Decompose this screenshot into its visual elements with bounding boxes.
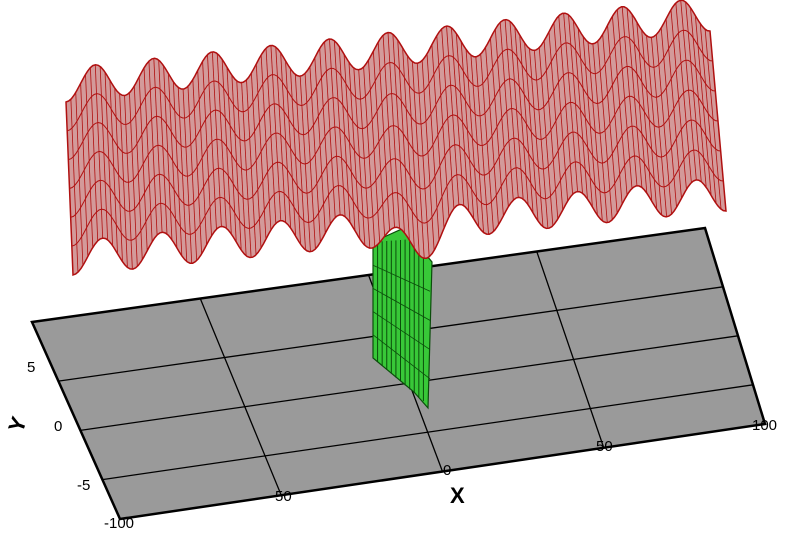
- surface-mesh-line: [421, 60, 435, 251]
- x-tick-label: 50: [596, 438, 613, 455]
- surface-mesh-line: [372, 51, 386, 237]
- surface-mesh-line: [402, 47, 415, 249]
- x-axis-title: X: [450, 483, 465, 508]
- y-tick-label: -5: [77, 477, 90, 494]
- surface-mesh-line: [382, 35, 395, 228]
- surface-mesh-line: [392, 34, 405, 233]
- surface-mesh-line: [387, 32, 400, 229]
- surface-mesh-line: [70, 119, 721, 218]
- plane-grid-line: [536, 251, 605, 448]
- wall-mesh-line: [372, 264, 431, 292]
- surface-mesh-line: [426, 53, 440, 241]
- x-tick-label: 0: [443, 462, 451, 479]
- plane-grid-line: [102, 384, 754, 481]
- surface-mesh-line: [68, 59, 716, 161]
- surface-mesh-line: [407, 55, 420, 256]
- x-tick-label: 100: [752, 417, 777, 434]
- x-axis: -100 -50 0 50 100 X: [104, 417, 777, 532]
- surface-mesh-line: [411, 61, 425, 259]
- surface-mesh-line: [69, 89, 719, 189]
- y-tick-label: 0: [54, 418, 62, 435]
- wavy-surface: [65, 0, 727, 277]
- x-tick-label: -50: [270, 488, 292, 505]
- plane-grid-line: [199, 298, 282, 496]
- y-tick-label: 5: [27, 359, 35, 376]
- wall-mesh: [372, 238, 431, 402]
- surface-mesh-line: [397, 39, 410, 241]
- surface-mesh-line: [71, 149, 724, 247]
- surface-mesh: [67, 0, 724, 273]
- wall-mesh-line: [372, 334, 431, 380]
- surface-mesh-line: [67, 29, 713, 132]
- x-tick-label: -100: [104, 515, 134, 532]
- wall-mesh-line: [372, 311, 431, 350]
- surface-mesh-line: [377, 42, 391, 231]
- surface-mesh-line: [416, 63, 430, 257]
- wall-mesh-line: [372, 288, 431, 321]
